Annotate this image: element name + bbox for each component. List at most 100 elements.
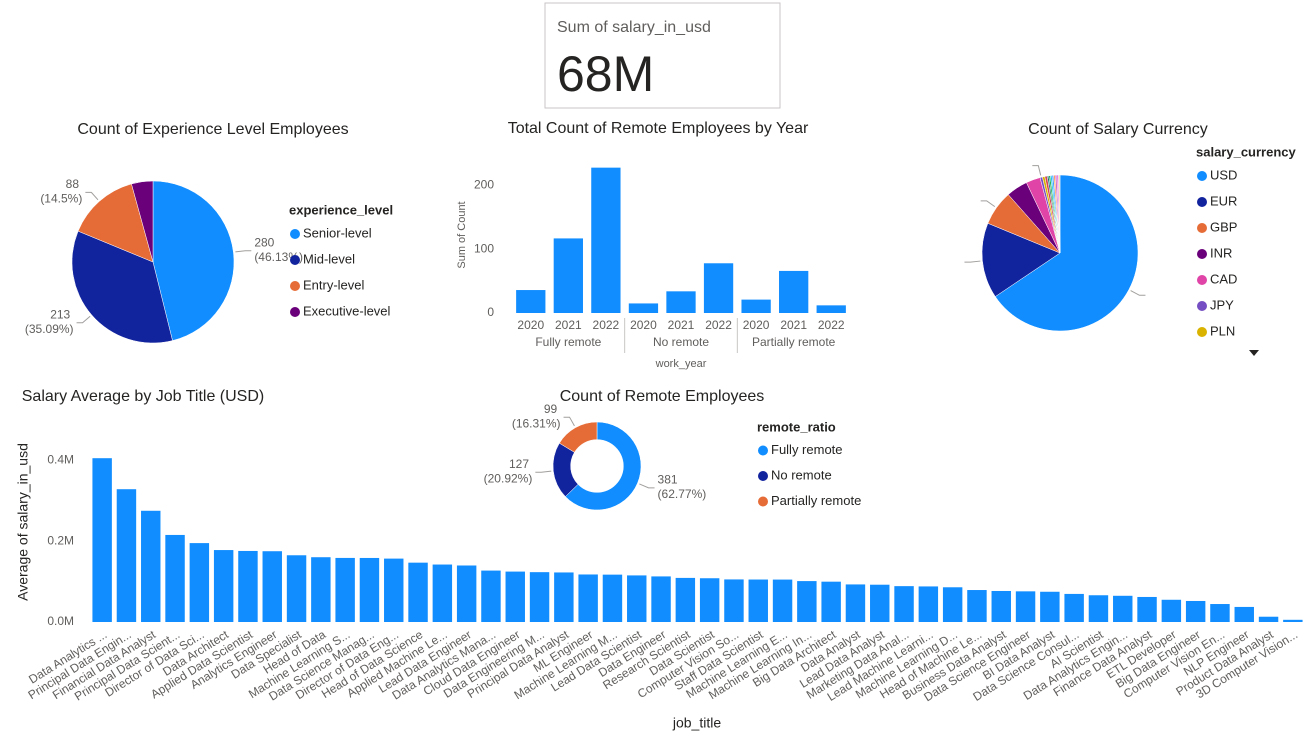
data-label-line: (20.92%) [484, 472, 533, 486]
bar [1137, 596, 1157, 622]
legend-label: EUR [1210, 193, 1237, 208]
group-label: Partially remote [752, 335, 836, 349]
bar [845, 584, 866, 622]
legend-marker [1197, 327, 1207, 337]
leader-line [85, 191, 99, 201]
bar [918, 586, 939, 622]
bar [578, 574, 598, 622]
legend-label: JPY [1210, 297, 1234, 312]
data-label-line: 381 [658, 473, 681, 487]
bar [516, 290, 546, 313]
bar [554, 572, 574, 622]
legend-marker [1197, 275, 1207, 285]
data-label-line: 213 [50, 308, 73, 322]
bar [1015, 591, 1036, 622]
legend-marker [290, 307, 300, 317]
data-label: 99 (16.31%) [512, 402, 561, 430]
bar [238, 550, 258, 622]
leader-line [535, 470, 552, 473]
x-tick-label: 2021 [668, 318, 695, 332]
pie-slice [131, 180, 154, 263]
kpi-value: 68M [557, 46, 654, 102]
leader-line [76, 315, 91, 324]
chart-title: Count of Experience Level Employees [77, 121, 348, 138]
x-axis-label: job_title [672, 715, 721, 731]
bar [189, 543, 210, 622]
y-tick-label: 0.0M [47, 614, 74, 628]
bar [481, 570, 501, 622]
pie-slice [981, 222, 1061, 297]
data-label-line: 280 [254, 236, 277, 250]
legend-label: USD [1210, 167, 1237, 182]
legend-marker [758, 445, 768, 456]
leader-line [1130, 290, 1146, 296]
x-tick-label: 2022 [705, 318, 732, 332]
legend-marker [1197, 171, 1207, 181]
data-label-line: 99 [544, 402, 561, 416]
legend-title: remote_ratio [757, 419, 836, 434]
legend-marker [1197, 197, 1207, 207]
data-label-line: (35.09%) [25, 322, 74, 336]
legend-label: CAD [1210, 271, 1237, 286]
y-axis-label: Average of salary_in_usd [15, 443, 31, 601]
bar [894, 586, 914, 622]
legend-label: Senior-level [303, 225, 372, 240]
data-label: 127 (20.92%) [484, 457, 533, 485]
data-label-line: (16.31%) [512, 417, 561, 431]
legend-scroll-arrow[interactable] [1249, 350, 1259, 356]
pie-slice [152, 180, 235, 341]
legend-label: PLN [1210, 323, 1235, 338]
bar [703, 263, 734, 313]
data-label-line: (14.5%) [40, 192, 82, 206]
bar [675, 577, 696, 622]
data-label: 88 (14.5%) [40, 177, 82, 205]
chart-title: Count of Salary Currency [1028, 121, 1208, 138]
group-label: No remote [653, 335, 709, 349]
bar [311, 557, 331, 622]
group-label: Fully remote [535, 335, 601, 349]
bar [505, 571, 525, 622]
leader-line [980, 200, 996, 208]
bar [591, 167, 621, 313]
bar [748, 579, 768, 622]
bar [1234, 606, 1254, 622]
bar [779, 270, 809, 313]
legend-marker [290, 255, 300, 265]
y-tick-label: 0.2M [47, 533, 74, 547]
bar [1283, 619, 1303, 622]
data-label-line: (62.77%) [658, 487, 707, 501]
x-tick-label: 2020 [630, 318, 657, 332]
pie-slice [77, 183, 154, 263]
kpi-label: Sum of salary_in_usd [557, 19, 711, 36]
bar [529, 572, 550, 622]
legend-label: Executive-level [303, 303, 391, 318]
chart-title: Count of Remote Employees [560, 388, 765, 405]
kpi-card [544, 2, 781, 109]
x-tick-label: 2020 [743, 318, 770, 332]
bar [1113, 595, 1133, 622]
bar [286, 555, 307, 622]
bar [724, 579, 744, 622]
leader-line [964, 260, 981, 263]
bar [666, 291, 696, 313]
bar [408, 562, 428, 622]
legend-label: Fully remote [771, 442, 843, 457]
bar [1088, 595, 1109, 622]
legend-label: GBP [1210, 219, 1237, 234]
legend-label: No remote [771, 467, 832, 482]
bar [870, 584, 890, 622]
bar [651, 576, 671, 622]
y-tick-label: 0 [487, 305, 494, 319]
leader-line [563, 416, 575, 427]
bar [262, 551, 282, 622]
legend-title: salary_currency [1196, 144, 1297, 159]
data-label-line: 127 [509, 457, 532, 471]
leader-line [1032, 165, 1042, 176]
y-tick-label: 200 [474, 178, 494, 192]
y-tick-label: 100 [474, 241, 494, 255]
bar [456, 565, 477, 622]
legend-label: INR [1210, 245, 1232, 260]
bar [1040, 591, 1060, 622]
bar [1064, 593, 1084, 622]
legend-label: Mid-level [303, 251, 355, 266]
